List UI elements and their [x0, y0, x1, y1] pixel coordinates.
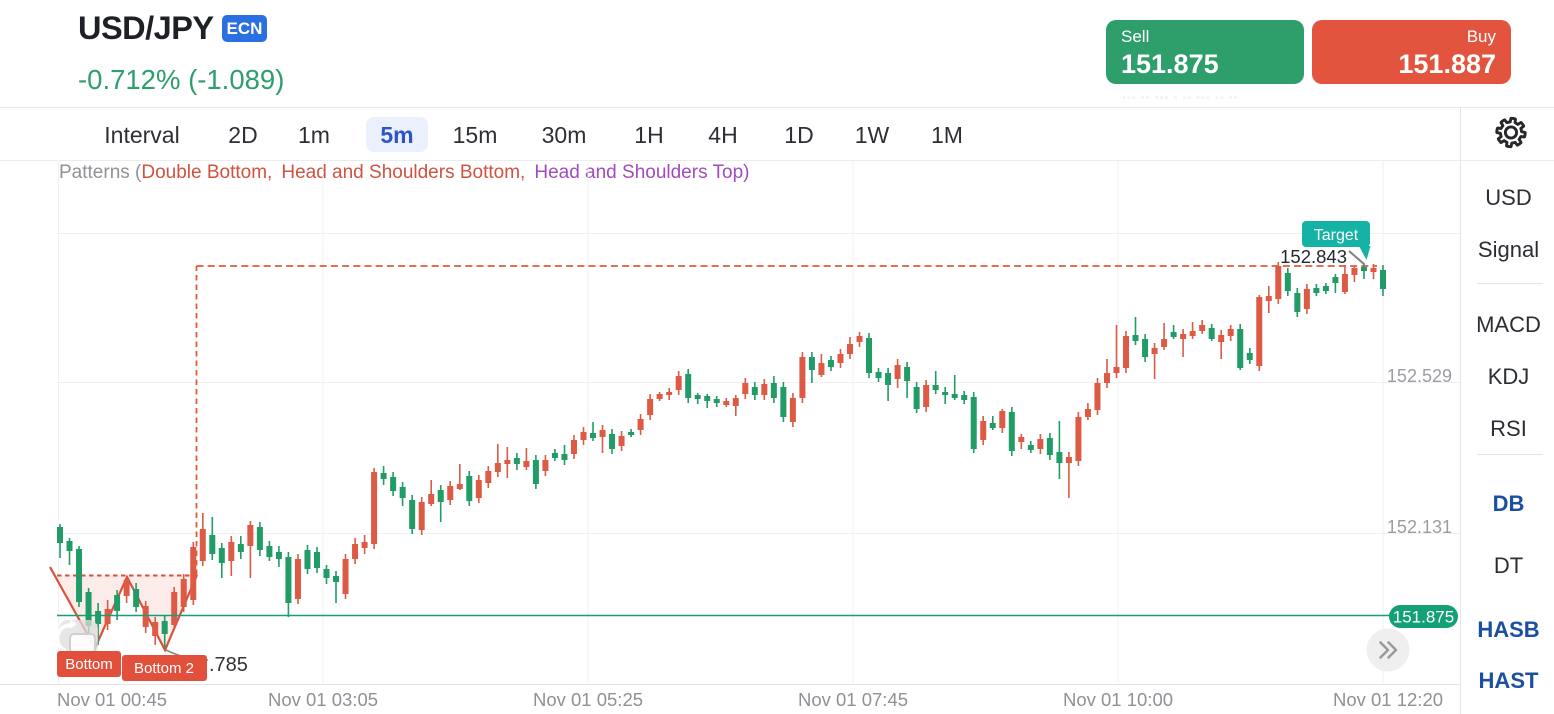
svg-text:Nov 01 12:20: Nov 01 12:20	[1333, 689, 1443, 710]
svg-text:Nov 01 00:45: Nov 01 00:45	[57, 689, 167, 710]
svg-text:Target: Target	[1314, 227, 1359, 244]
svg-text:Nov 01 10:00: Nov 01 10:00	[1063, 689, 1173, 710]
svg-text:152.843: 152.843	[1280, 246, 1347, 267]
svg-text:Bottom: Bottom	[65, 656, 113, 673]
svg-text:Nov 01 05:25: Nov 01 05:25	[533, 689, 643, 710]
svg-text:Nov 01 03:05: Nov 01 03:05	[268, 689, 378, 710]
svg-text:Bottom 2: Bottom 2	[134, 660, 194, 677]
svg-text:151.875: 151.875	[1393, 608, 1454, 627]
svg-text:152.529: 152.529	[1387, 366, 1452, 386]
svg-text:.785: .785	[209, 654, 248, 676]
svg-text:Nov 01 07:45: Nov 01 07:45	[798, 689, 908, 710]
svg-text:152.131: 152.131	[1387, 517, 1452, 537]
